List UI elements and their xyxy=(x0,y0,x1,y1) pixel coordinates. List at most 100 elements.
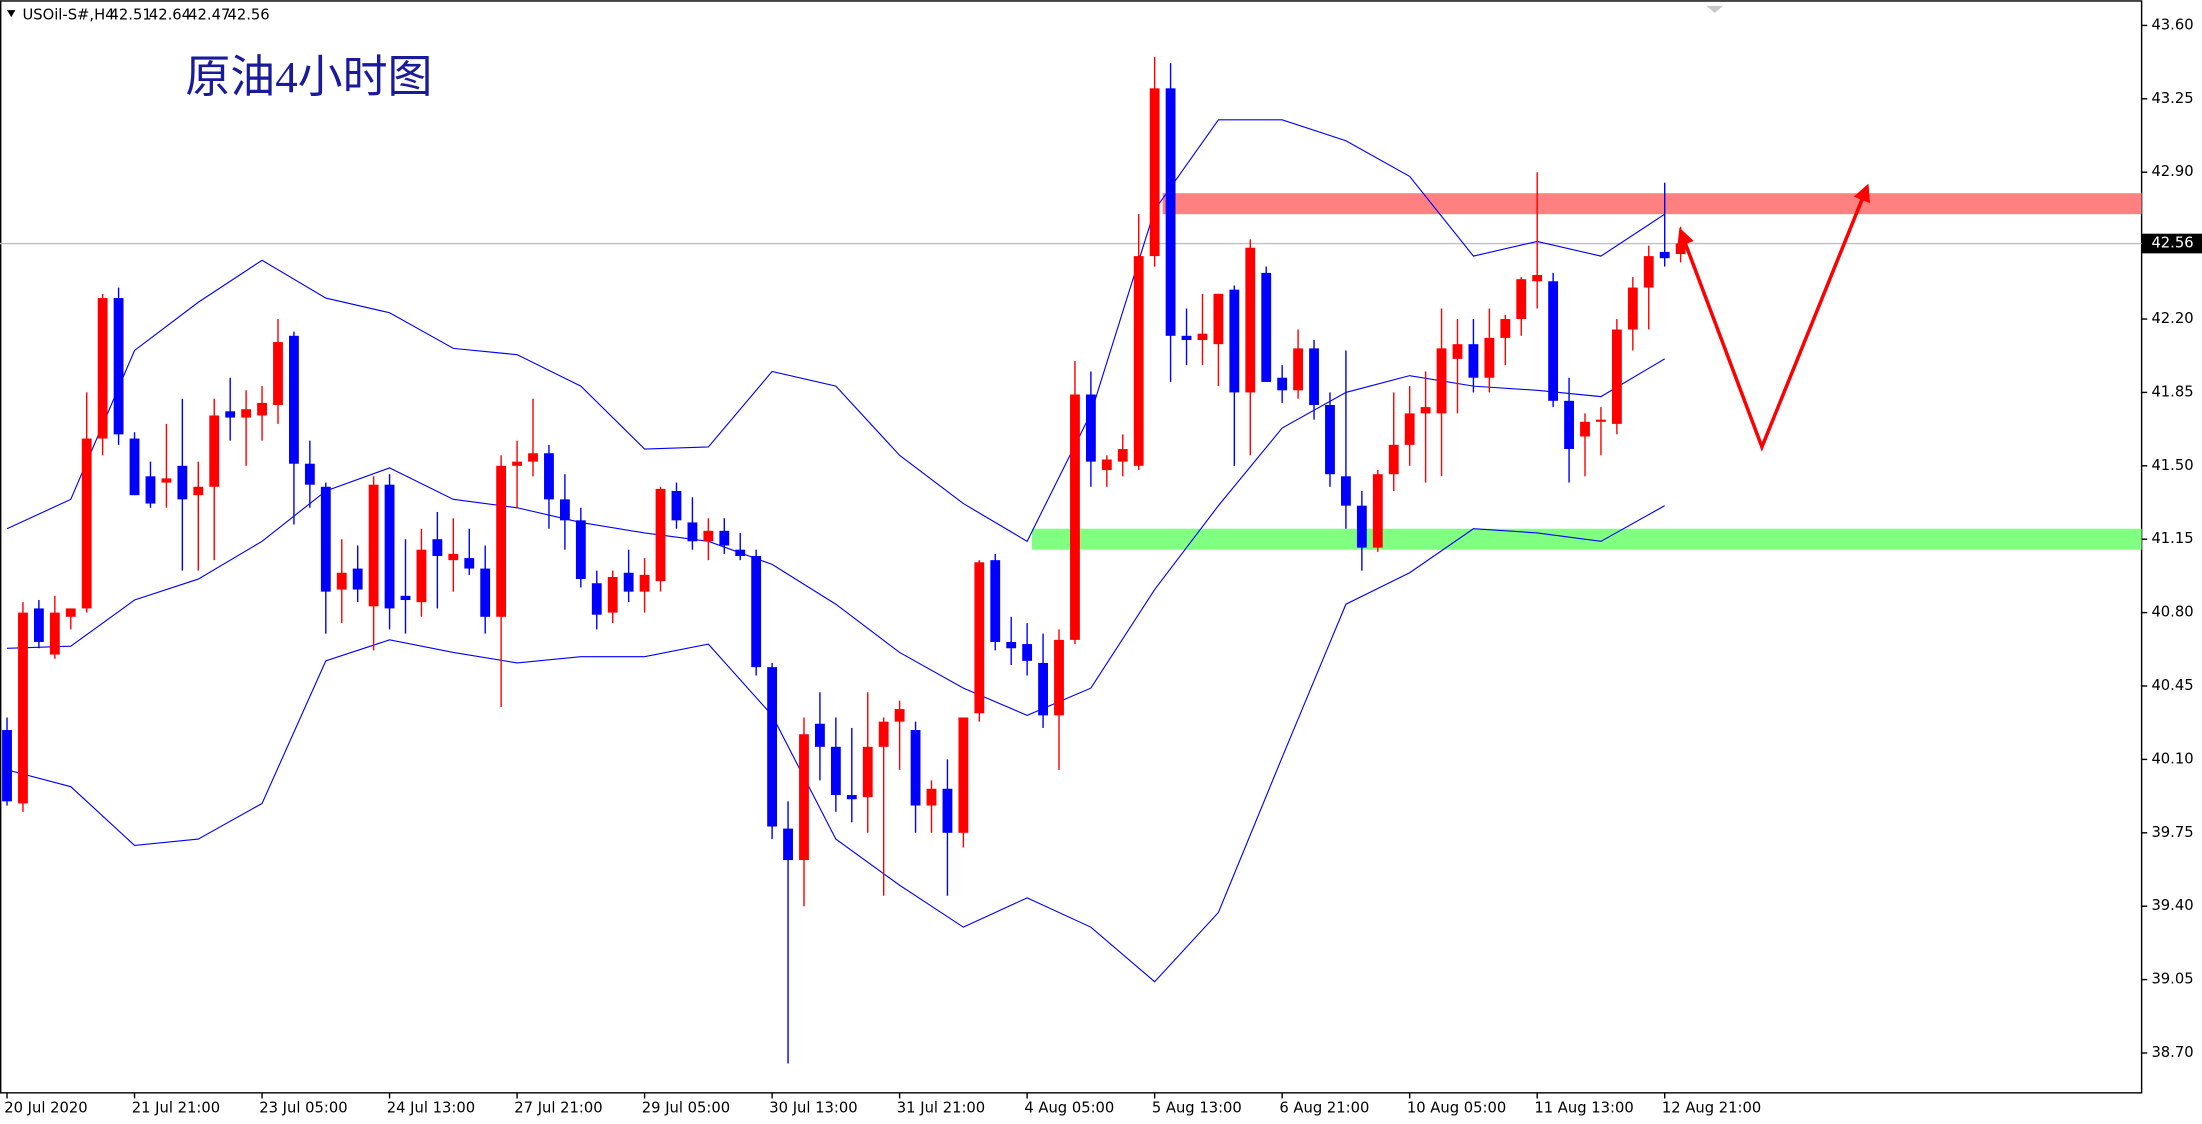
x-tick-label: 27 Jul 21:00 xyxy=(514,1099,602,1116)
candle-body xyxy=(145,476,156,504)
candle-body xyxy=(209,415,220,487)
candle-body xyxy=(368,484,379,607)
candle-body xyxy=(1356,505,1367,548)
candle-body xyxy=(1149,88,1160,257)
candle-body xyxy=(273,342,283,405)
x-tick-label: 11 Aug 13:00 xyxy=(1534,1099,1633,1116)
y-tick-label: 42.90 xyxy=(2151,163,2193,180)
candle-body xyxy=(751,555,762,668)
candle-body xyxy=(81,438,92,609)
candle-body xyxy=(1277,377,1288,391)
candle-body xyxy=(830,746,841,796)
candle-body xyxy=(320,486,331,592)
candle-body xyxy=(974,562,985,714)
x-tick-label: 4 Aug 05:00 xyxy=(1024,1099,1114,1116)
candle-body xyxy=(1564,400,1574,450)
candle-body xyxy=(1197,333,1208,340)
candle-body xyxy=(655,488,666,582)
shift-marker xyxy=(1706,5,1724,13)
candle-body xyxy=(1404,413,1415,445)
candle-body xyxy=(1054,639,1064,716)
candle-body xyxy=(575,520,586,580)
x-tick-label: 21 Jul 21:00 xyxy=(132,1099,220,1116)
candle-body xyxy=(1101,459,1112,471)
candle-body xyxy=(1548,281,1559,401)
candle-body xyxy=(1245,247,1256,393)
candle-body xyxy=(225,411,236,418)
candle-body xyxy=(1580,421,1590,437)
candle-body xyxy=(1484,337,1495,378)
candle-body xyxy=(33,608,44,642)
y-tick-label: 40.45 xyxy=(2151,677,2193,694)
candle-body xyxy=(1165,88,1176,336)
candle-body xyxy=(846,795,857,800)
header-low: 42.47 xyxy=(188,7,230,24)
candle-body xyxy=(1372,474,1383,548)
candle-body xyxy=(289,335,299,464)
y-tick-label: 43.25 xyxy=(2151,90,2193,107)
candle-body xyxy=(480,568,491,617)
y-tick-label: 42.20 xyxy=(2151,310,2193,327)
candle-body xyxy=(591,583,602,615)
y-tick-label: 41.85 xyxy=(2151,383,2193,400)
bollinger-middle xyxy=(7,358,1665,716)
last-price-label: 42.56 xyxy=(2151,235,2193,252)
candle-body xyxy=(958,717,969,833)
candle-body xyxy=(623,572,634,592)
x-tick-label: 6 Aug 21:00 xyxy=(1279,1099,1369,1116)
candle-body xyxy=(735,549,746,556)
x-tick-label: 23 Jul 05:00 xyxy=(259,1099,347,1116)
candle-body xyxy=(607,576,618,613)
symbol-menu-icon[interactable] xyxy=(7,10,16,18)
header-close: 42.56 xyxy=(228,7,270,24)
candle-body xyxy=(894,709,905,722)
x-tick-label: 10 Aug 05:00 xyxy=(1407,1099,1506,1116)
candle-body xyxy=(1611,329,1622,424)
y-tick-label: 39.05 xyxy=(2151,971,2193,988)
candle-body xyxy=(18,612,28,804)
y-tick-label: 43.60 xyxy=(2151,16,2193,33)
x-tick-label: 30 Jul 13:00 xyxy=(769,1099,857,1116)
candle-body xyxy=(384,484,395,609)
candle-body xyxy=(1532,274,1543,282)
chart-title: 原油4小时图 xyxy=(185,52,432,102)
candle-body xyxy=(512,461,522,466)
candle-body xyxy=(97,298,108,439)
candle-body xyxy=(1022,644,1033,661)
header-open: 42.51 xyxy=(110,7,152,24)
candle-body xyxy=(65,608,76,617)
candle-body xyxy=(1085,394,1096,462)
y-tick-label: 39.75 xyxy=(2151,824,2193,841)
last-price-box xyxy=(2141,233,2202,254)
candle-body xyxy=(1388,444,1399,475)
x-tick-label: 20 Jul 2020 xyxy=(4,1099,87,1116)
plot xyxy=(0,56,2142,1064)
candle-body xyxy=(528,453,538,462)
candle-body xyxy=(862,746,873,798)
symbol: USOil-S#,H4 xyxy=(22,7,114,24)
candle-body xyxy=(639,574,650,592)
candle-body xyxy=(448,553,459,561)
candle-body xyxy=(352,568,363,590)
candle-body xyxy=(687,522,698,542)
candle-body xyxy=(559,499,570,521)
y-tick-label: 40.80 xyxy=(2151,604,2193,621)
candle-body xyxy=(1420,407,1431,414)
candle-body xyxy=(1643,256,1654,288)
x-tick-label: 24 Jul 13:00 xyxy=(387,1099,475,1116)
candle-body xyxy=(113,298,124,435)
y-tick-label: 41.15 xyxy=(2151,530,2193,547)
candle-body xyxy=(304,463,315,485)
candle-body xyxy=(1229,289,1240,393)
candle-body xyxy=(1309,348,1319,405)
candle-body xyxy=(1675,243,1686,255)
candle-body xyxy=(161,478,172,483)
x-tick-label: 29 Jul 05:00 xyxy=(642,1099,730,1116)
candle-body xyxy=(241,409,252,418)
candle-body xyxy=(2,730,12,802)
y-tick-label: 39.40 xyxy=(2151,897,2193,914)
candle-body xyxy=(942,788,953,833)
candle-body xyxy=(1133,256,1144,466)
